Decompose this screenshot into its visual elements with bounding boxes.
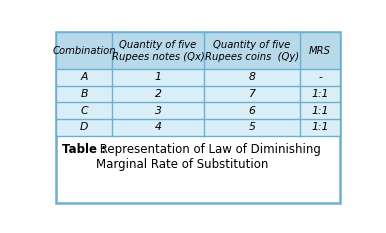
Bar	[56, 86, 340, 102]
Text: Quantity of five
Rupees coins  (Qy): Quantity of five Rupees coins (Qy)	[205, 40, 299, 62]
Text: -: -	[318, 72, 322, 82]
Text: 6: 6	[249, 106, 256, 116]
Text: Table :: Table :	[62, 143, 106, 156]
Polygon shape	[56, 32, 340, 203]
Text: Representation of Law of Diminishing
Marginal Rate of Substitution: Representation of Law of Diminishing Mar…	[96, 143, 321, 171]
Text: 1:1: 1:1	[312, 122, 329, 132]
Text: 1: 1	[155, 72, 161, 82]
Text: D: D	[80, 122, 88, 132]
Text: A: A	[80, 72, 88, 82]
Text: 8: 8	[249, 72, 256, 82]
Bar	[56, 32, 340, 69]
Text: 2: 2	[155, 89, 161, 99]
Text: 3: 3	[155, 106, 161, 116]
Text: Quantity of five
Rupees notes (Qx): Quantity of five Rupees notes (Qx)	[112, 40, 205, 62]
Bar	[56, 119, 340, 136]
Text: 1:1: 1:1	[312, 106, 329, 116]
Text: 7: 7	[249, 89, 256, 99]
Text: 1:1: 1:1	[312, 89, 329, 99]
Text: Combination: Combination	[52, 46, 116, 56]
Text: 4: 4	[155, 122, 161, 132]
Text: MRS: MRS	[309, 46, 331, 56]
Text: C: C	[80, 106, 88, 116]
Bar	[56, 69, 340, 86]
Text: B: B	[80, 89, 88, 99]
Bar	[56, 102, 340, 119]
Text: 5: 5	[249, 122, 256, 132]
